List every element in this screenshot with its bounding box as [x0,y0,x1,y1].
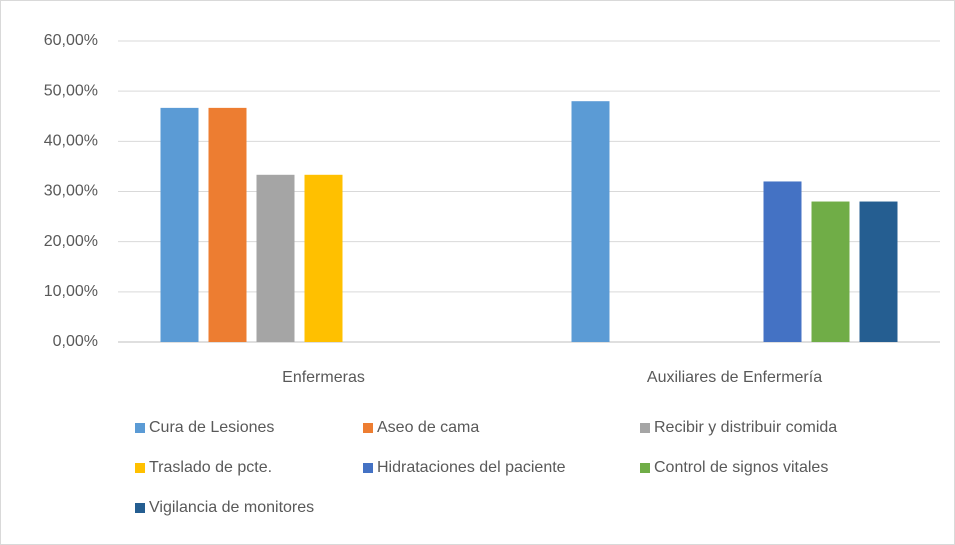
y-tick-label: 20,00% [44,233,98,250]
legend-swatch [135,463,145,473]
bar [763,181,802,342]
legend-label: Control de signos vitales [654,459,828,476]
x-tick-label: Auxiliares de Enfermería [647,369,822,386]
legend-label: Vigilancia de monitores [149,499,314,516]
legend-swatch [640,463,650,473]
legend-label: Aseo de cama [377,419,479,436]
y-tick-label: 30,00% [44,183,98,200]
x-tick-label: Enfermeras [282,369,365,386]
legend-label: Cura de Lesiones [149,419,274,436]
legend-swatch [363,463,373,473]
legend-label: Traslado de pcte. [149,459,272,476]
bar [859,201,898,342]
legend-label: Recibir y distribuir comida [654,419,837,436]
y-tick-label: 10,00% [44,283,98,300]
legend-swatch [640,423,650,433]
legend-label: Hidrataciones del paciente [377,459,566,476]
y-tick-label: 40,00% [44,133,98,150]
y-tick-label: 50,00% [44,82,98,99]
bar [571,101,610,342]
legend-swatch [135,423,145,433]
bar [811,201,850,342]
bar [208,107,247,343]
bar [160,107,199,343]
legend-swatch [135,503,145,513]
legend-swatch [363,423,373,433]
y-tick-label: 60,00% [44,32,98,49]
bar [256,174,295,342]
y-tick-label: 0,00% [53,333,98,350]
bar [304,174,343,342]
